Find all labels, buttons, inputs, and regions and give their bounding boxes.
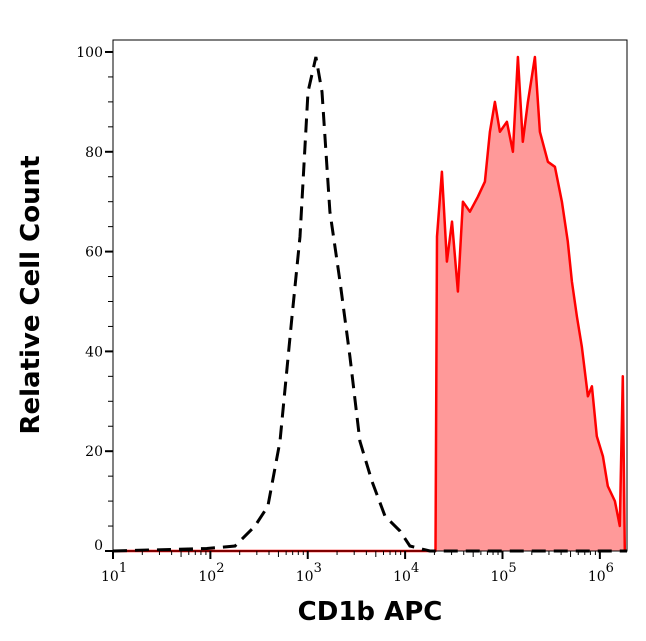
y-tick-label: 100 bbox=[76, 45, 103, 61]
x-tick-label: 103 bbox=[296, 561, 322, 585]
series-1-fill bbox=[113, 57, 625, 551]
x-tick-label: 102 bbox=[198, 561, 224, 585]
y-axis-label: Relative Cell Count bbox=[16, 155, 46, 434]
y-tick-label: 0 bbox=[94, 538, 103, 554]
plot-frame bbox=[112, 39, 628, 552]
y-tick-label: 60 bbox=[85, 245, 103, 261]
x-tick-label: 106 bbox=[588, 561, 614, 585]
y-tick-label: 40 bbox=[85, 344, 103, 360]
axes: 0 20 40 60 80 100 101 102 103 104 105 106 bbox=[76, 39, 628, 585]
x-tick-label: 105 bbox=[490, 561, 516, 585]
series-0-line bbox=[112, 56, 627, 553]
x-tick-label: 101 bbox=[101, 561, 127, 585]
plot-area bbox=[112, 55, 627, 553]
x-tick-label: 104 bbox=[393, 561, 419, 585]
series-1-line bbox=[113, 55, 627, 553]
x-axis-label: CD1b APC bbox=[298, 597, 443, 627]
y-tick-label: 80 bbox=[85, 145, 103, 161]
y-tick-label: 20 bbox=[85, 444, 103, 460]
